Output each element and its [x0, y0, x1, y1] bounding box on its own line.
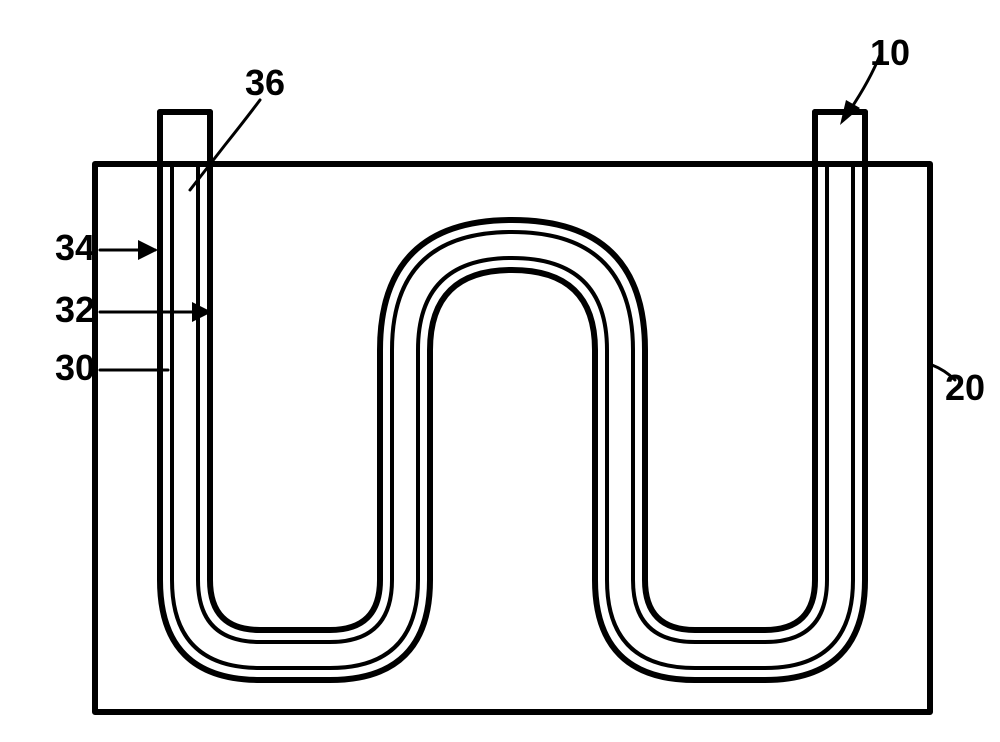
- channel-inner-liner: [198, 164, 827, 642]
- label-20: 20: [945, 367, 985, 408]
- label-34: 34: [55, 227, 95, 268]
- label-10: 10: [870, 32, 910, 73]
- label-30: 30: [55, 347, 95, 388]
- right-terminal-stub: [815, 112, 865, 164]
- diagram-canvas: 10 36 34 32 30 20: [0, 0, 1000, 742]
- channel-outer-liner: [172, 164, 853, 668]
- channel-outer-wall: [160, 164, 865, 680]
- label-36: 36: [245, 62, 285, 103]
- left-terminal-stub: [160, 112, 210, 164]
- label-32: 32: [55, 289, 95, 330]
